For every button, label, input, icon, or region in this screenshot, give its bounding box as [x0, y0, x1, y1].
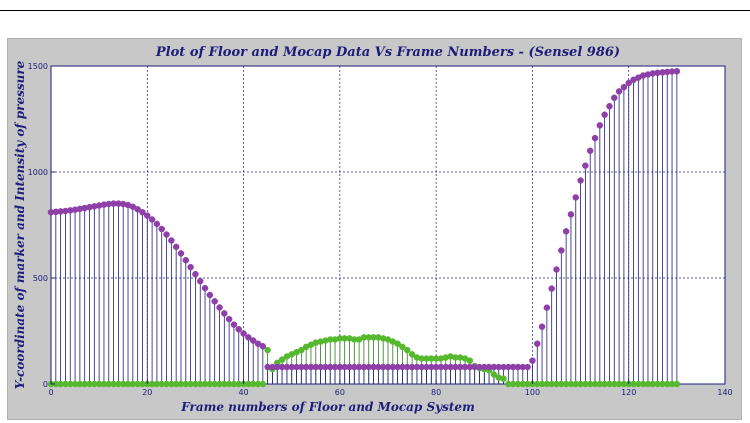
- mocap-point: [591, 134, 599, 142]
- mocap-point: [168, 237, 175, 244]
- mocap-point: [206, 291, 214, 299]
- plot-area: [50, 65, 726, 385]
- mocap-point: [196, 277, 204, 285]
- floor-point: [408, 351, 416, 358]
- x-tick-label: 80: [431, 388, 441, 397]
- mocap-point: [577, 177, 584, 184]
- mocap-point: [235, 326, 243, 333]
- mocap-point: [172, 243, 180, 251]
- mocap-point: [533, 340, 541, 347]
- mocap-point: [615, 88, 623, 95]
- mocap-point: [153, 220, 161, 228]
- mocap-point: [187, 263, 194, 271]
- mocap-point: [553, 266, 560, 273]
- x-tick-label: 60: [335, 388, 345, 397]
- mocap-point: [601, 111, 608, 119]
- mocap-point: [182, 256, 190, 264]
- mocap-point: [192, 270, 199, 278]
- mocap-point: [620, 83, 628, 91]
- mocap-point: [524, 363, 531, 371]
- mocap-point: [259, 343, 267, 350]
- floor-point: [500, 375, 507, 382]
- mocap-point: [230, 321, 238, 328]
- mocap-point: [216, 304, 223, 311]
- mocap-point: [611, 94, 618, 102]
- floor-point: [394, 340, 401, 347]
- floor-point: [264, 346, 271, 354]
- mocap-point: [148, 216, 156, 223]
- mocap-point: [134, 206, 141, 213]
- y-tick-label: 0: [43, 380, 48, 389]
- floor-point: [466, 357, 474, 364]
- floor-point: [259, 380, 267, 388]
- mocap-point: [543, 304, 551, 311]
- mocap-point: [249, 337, 257, 344]
- data-markers: [47, 68, 681, 388]
- mocap-point: [529, 357, 536, 364]
- mocap-point: [548, 285, 555, 292]
- mocap-point: [245, 334, 252, 341]
- y-tick-label: 1000: [28, 168, 48, 177]
- mocap-point: [225, 315, 233, 323]
- mocap-point: [567, 211, 575, 218]
- floor-mocap-chart: 0 20 40 60 80 100 120 140 0 500 1000 1500 Plot of F…: [13, 45, 733, 414]
- x-tick-label: 40: [238, 388, 248, 397]
- floor-point: [673, 380, 681, 388]
- floor-point: [490, 371, 498, 378]
- x-tick-label: 120: [621, 388, 636, 397]
- floor-point: [278, 356, 286, 363]
- mocap-point: [586, 147, 594, 155]
- y-tick-label: 500: [33, 274, 48, 283]
- x-tick-label: 100: [525, 388, 540, 397]
- mocap-point: [606, 103, 613, 110]
- mocap-point: [673, 68, 681, 75]
- x-tick-label: 20: [142, 388, 152, 397]
- floor-point: [404, 346, 411, 354]
- mocap-point: [201, 284, 209, 292]
- floor-point: [399, 343, 406, 351]
- axis-ticks: 0 20 40 60 80 100 120 140 0 500 1000 1500: [28, 62, 733, 397]
- mocap-point: [625, 79, 632, 87]
- x-tick-label: 140: [717, 388, 732, 397]
- mocap-point: [158, 225, 165, 233]
- mocap-point: [596, 122, 604, 129]
- mocap-point: [177, 250, 185, 257]
- chart-title: Plot of Floor and Mocap Data Vs Frame Nu…: [155, 45, 620, 60]
- mocap-point: [211, 298, 218, 305]
- mocap-point: [139, 209, 146, 216]
- mocap-point: [144, 212, 151, 219]
- mocap-point: [558, 247, 565, 254]
- y-tick-label: 1500: [28, 62, 48, 71]
- x-tick-label: 0: [48, 388, 53, 397]
- mocap-point: [240, 330, 247, 337]
- mocap-point: [582, 162, 589, 169]
- top-divider: [0, 10, 750, 11]
- floor-point: [298, 346, 305, 354]
- mocap-point: [221, 310, 228, 317]
- mocap-point: [538, 323, 546, 331]
- mocap-point: [572, 194, 580, 201]
- y-axis-label: Y-coordinate of marker and Intensity of …: [13, 60, 27, 389]
- mocap-point: [163, 231, 170, 238]
- x-axis-label: Frame numbers of Floor and Mocap System: [180, 400, 475, 414]
- stem-lines: [50, 71, 678, 384]
- figure-panel: 0 20 40 60 80 100 120 140 0 500 1000 1500 Plot of F…: [7, 38, 742, 420]
- mocap-point: [562, 228, 570, 235]
